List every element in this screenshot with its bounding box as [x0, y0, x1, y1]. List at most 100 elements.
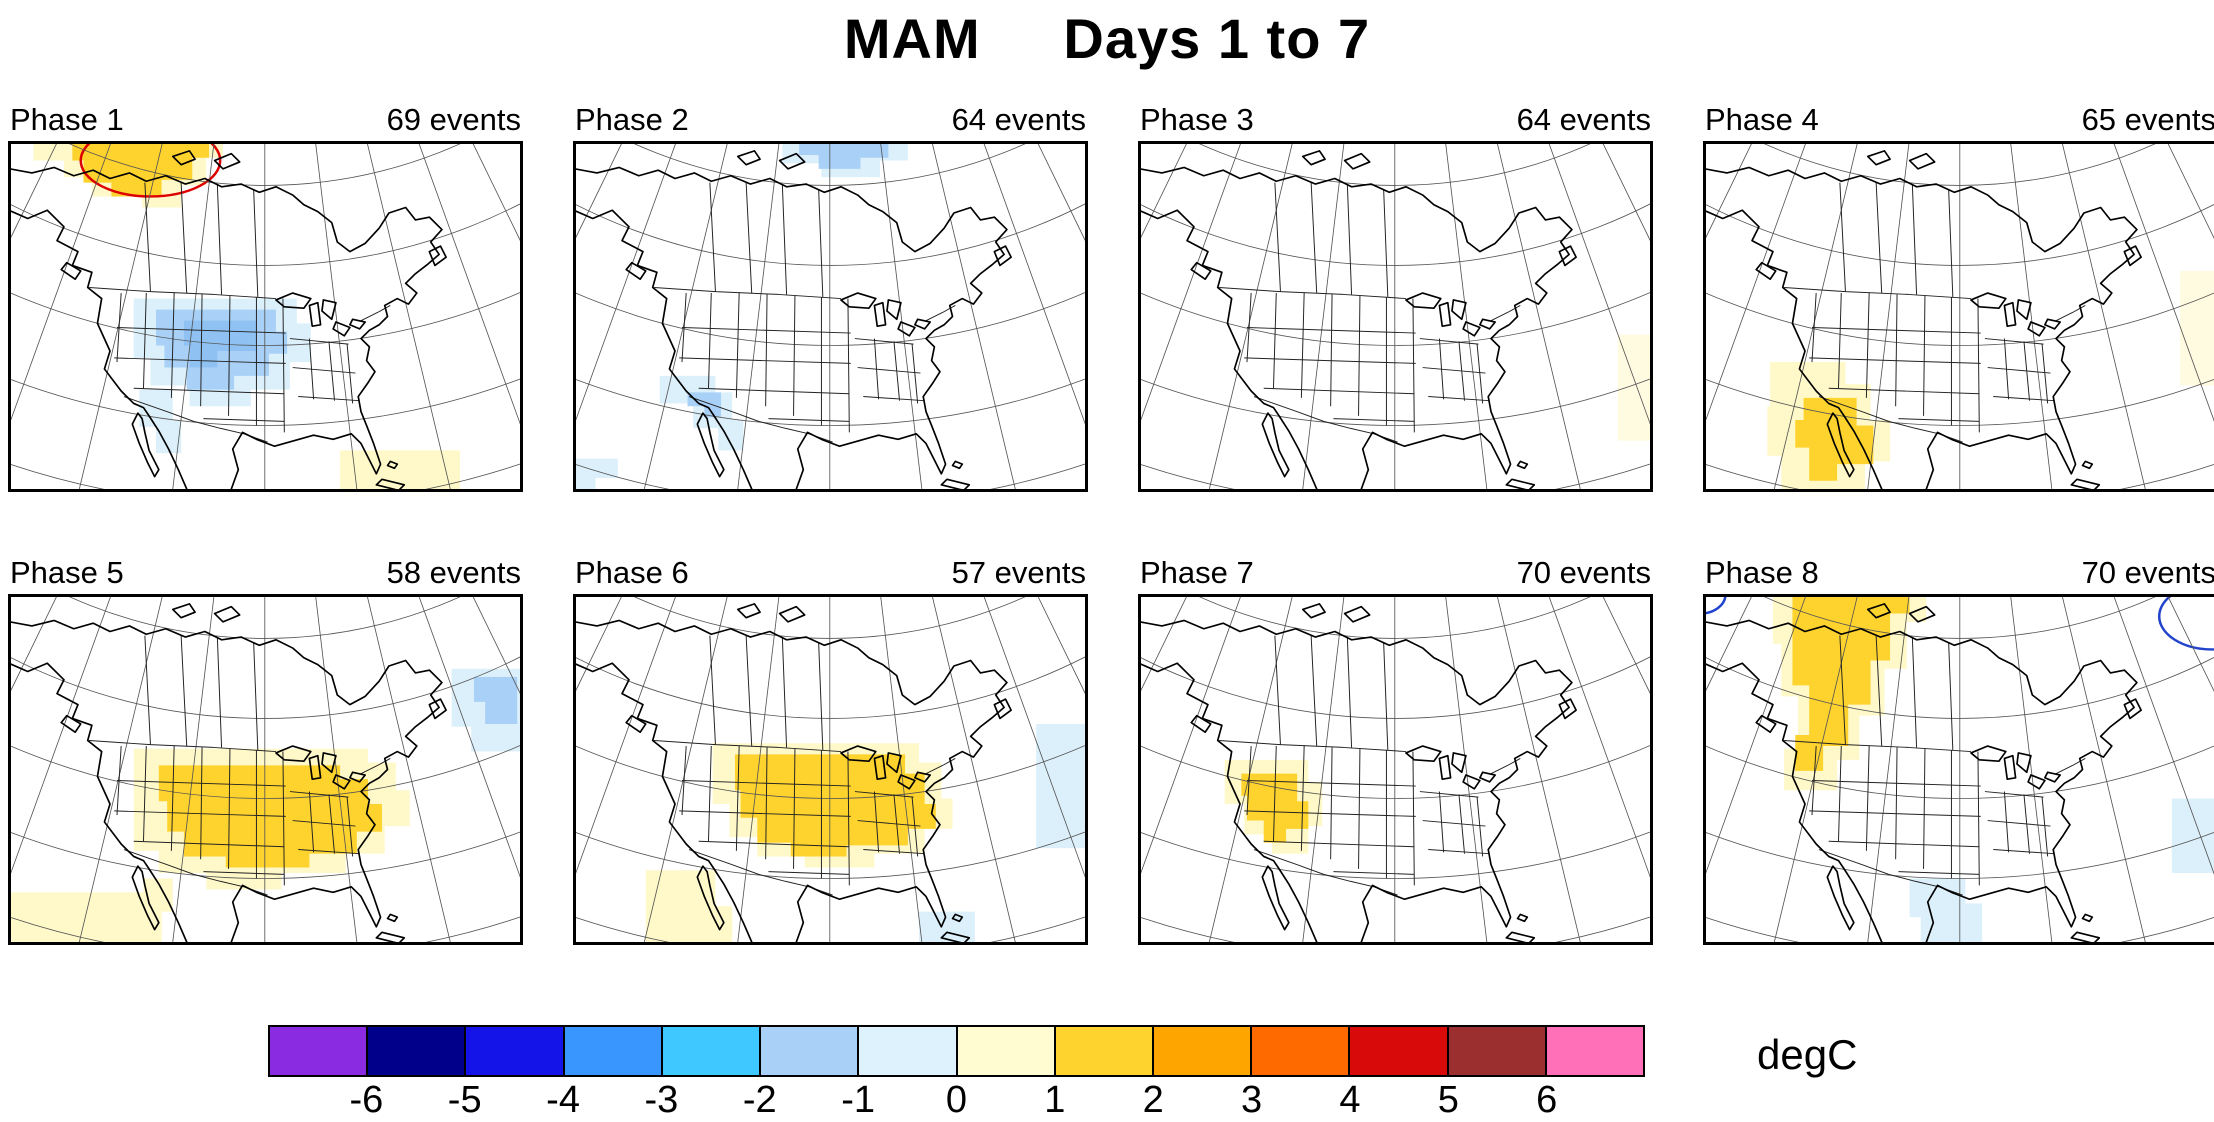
north-america-map	[576, 597, 1085, 942]
phase-label: Phase 4	[1705, 102, 1819, 137]
events-count: 70 events	[2081, 555, 2214, 590]
events-count: 70 events	[1516, 555, 1651, 590]
significance-contour	[2157, 597, 2214, 651]
panel-header: Phase 7 70 events	[1138, 555, 1653, 594]
colorbar-segment	[1546, 1027, 1644, 1075]
colorbar	[268, 1025, 1645, 1077]
colorbar-segment	[761, 1027, 860, 1075]
north-america-map	[1141, 144, 1650, 489]
map-panel-phase-4: Phase 4 65 events	[1703, 102, 2214, 492]
map-panel-phase-8: Phase 8 70 events	[1703, 555, 2214, 945]
north-america-map	[11, 597, 520, 942]
colorbar-tick-label: -5	[447, 1079, 482, 1121]
colorbar-segment	[1153, 1027, 1253, 1075]
phase-label: Phase 6	[575, 555, 689, 590]
events-count: 65 events	[2081, 102, 2214, 137]
colorbar-tick-label: 2	[1142, 1079, 1164, 1121]
panel-header: Phase 1 69 events	[8, 102, 523, 141]
events-count: 69 events	[386, 102, 521, 137]
panel-header: Phase 4 65 events	[1703, 102, 2214, 141]
map-box	[573, 141, 1088, 492]
phase-label: Phase 7	[1140, 555, 1254, 590]
events-count: 64 events	[1516, 102, 1651, 137]
colorbar-tick-label: 5	[1437, 1079, 1459, 1121]
anomaly-patch	[2180, 270, 2214, 386]
phase-label: Phase 1	[10, 102, 124, 137]
events-count: 64 events	[951, 102, 1086, 137]
anomaly-patch	[799, 144, 889, 169]
colorbar-segment	[466, 1027, 565, 1075]
colorbar-segment	[368, 1027, 467, 1075]
anomaly-patch	[734, 754, 936, 857]
anomaly-patch	[158, 765, 382, 868]
colorbar-tick-label: -1	[841, 1079, 876, 1121]
panel-header: Phase 6 57 events	[573, 555, 1088, 594]
anomaly-patch	[687, 392, 722, 418]
significance-contour	[79, 144, 222, 198]
anomaly-patch	[1909, 878, 1983, 942]
phase-label: Phase 8	[1705, 555, 1819, 590]
anomaly-patch	[1617, 334, 1650, 441]
map-box	[1703, 141, 2214, 492]
colorbar-segment	[1252, 1027, 1351, 1075]
anomaly-patch	[2171, 798, 2214, 873]
colorbar-ticks: -6 -5 -4 -3 -2 -1 0 1 2 3 4 5 6	[268, 1079, 1645, 1122]
colorbar-row: -6 -5 -4 -3 -2 -1 0 1 2 3 4 5 6 degC	[0, 1025, 2214, 1122]
anomaly-patch	[1036, 723, 1085, 849]
map-box	[1138, 594, 1653, 945]
phase-label: Phase 2	[575, 102, 689, 137]
events-count: 57 events	[951, 555, 1086, 590]
map-box	[8, 141, 523, 492]
anomaly-patch	[1795, 397, 1874, 481]
colorbar-segment	[270, 1027, 369, 1075]
colorbar-segment	[564, 1027, 663, 1075]
phase-label: Phase 3	[1140, 102, 1254, 137]
colorbar-segment	[1055, 1027, 1154, 1075]
map-panel-phase-6: Phase 6 57 events	[573, 555, 1088, 945]
colorbar-tick-label: -4	[546, 1079, 580, 1121]
north-america-map	[1706, 144, 2214, 489]
unit-label: degC	[1757, 1031, 1858, 1078]
colorbar-wrap: -6 -5 -4 -3 -2 -1 0 1 2 3 4 5 6	[268, 1025, 1645, 1122]
colorbar-tick-label: -3	[644, 1079, 679, 1121]
colorbar-tick-label: 1	[1044, 1079, 1066, 1121]
significance-contour	[1706, 597, 1727, 615]
north-america-map	[576, 144, 1085, 489]
colorbar-tick-label: -6	[349, 1079, 384, 1121]
north-america-map	[1141, 597, 1650, 942]
panel-header: Phase 5 58 events	[8, 555, 523, 594]
anomaly-patch	[11, 878, 173, 942]
anomaly-patch	[1792, 597, 1910, 771]
anomaly-patch	[72, 144, 210, 197]
colorbar-tick-label: 6	[1536, 1079, 1558, 1121]
events-count: 58 events	[386, 555, 521, 590]
anomaly-patch	[659, 375, 744, 451]
map-panel-phase-2: Phase 2 64 events	[573, 102, 1088, 492]
panel-header: Phase 2 64 events	[573, 102, 1088, 141]
anomaly-patch	[576, 458, 618, 489]
colorbar-tick-label: -2	[742, 1079, 777, 1121]
colorbar-segment	[1448, 1027, 1547, 1075]
map-panel-phase-7: Phase 7 70 events	[1138, 555, 1653, 945]
page-title: MAM Days 1 to 7	[843, 7, 1371, 70]
map-panel-phase-3: Phase 3 64 events	[1138, 102, 1653, 492]
colorbar-segment	[662, 1027, 762, 1075]
phase-label: Phase 5	[10, 555, 124, 590]
map-panel-phase-1: Phase 1 69 events	[8, 102, 523, 492]
map-panel-phase-5: Phase 5 58 events	[8, 555, 523, 945]
map-box	[1703, 594, 2214, 945]
map-box	[8, 594, 523, 945]
panel-header: Phase 8 70 events	[1703, 555, 2214, 594]
anomaly-patch	[473, 677, 518, 724]
colorbar-tick-label: 0	[945, 1079, 968, 1121]
anomaly-patch	[139, 389, 182, 454]
panel-grid: Phase 1 69 events Phase 2 64 events	[0, 102, 2214, 945]
north-america-map	[1706, 597, 2214, 942]
colorbar-segment	[859, 1027, 958, 1075]
colorbar-segment	[957, 1027, 1056, 1075]
map-box	[573, 594, 1088, 945]
panel-header: Phase 3 64 events	[1138, 102, 1653, 141]
north-america-map	[11, 144, 520, 489]
colorbar-segment	[1350, 1027, 1449, 1075]
